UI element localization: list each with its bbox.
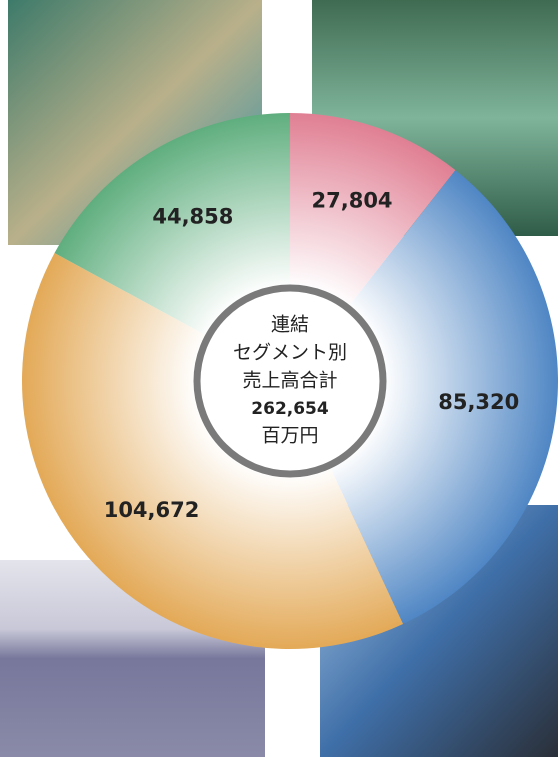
- slice: [290, 113, 456, 308]
- center-text: 売上高合計: [242, 370, 337, 392]
- unit-label: 百万円: [261, 425, 318, 447]
- center-disk: [193, 284, 387, 478]
- center-text: 連結: [271, 314, 309, 336]
- slice: [329, 170, 558, 624]
- value-label: 27,804: [312, 188, 393, 212]
- slice: [54, 112, 290, 337]
- slice: [21, 253, 404, 650]
- total-label: 262,654: [251, 399, 329, 419]
- value-label: 85,320: [438, 390, 519, 414]
- value-label: 104,672: [104, 498, 200, 522]
- center-text: セグメント別: [233, 342, 347, 364]
- value-label: 44,858: [152, 205, 233, 229]
